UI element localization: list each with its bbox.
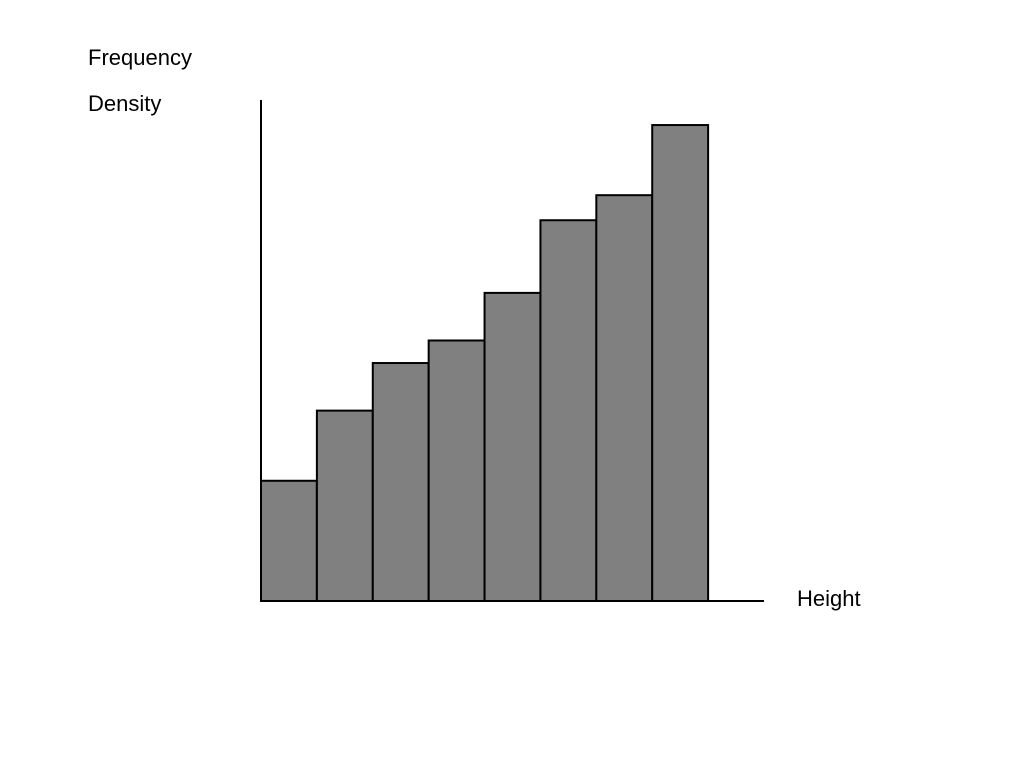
bar	[427, 339, 486, 602]
y-axis-label: Density	[88, 91, 161, 116]
x-axis-label: Height	[797, 586, 861, 611]
bar	[651, 124, 710, 603]
bar	[539, 219, 598, 603]
bar	[371, 362, 430, 602]
bar	[595, 194, 654, 602]
bar	[260, 479, 318, 603]
bar	[315, 409, 374, 602]
y-axis-label: Frequency	[88, 45, 192, 70]
bar	[483, 291, 542, 602]
